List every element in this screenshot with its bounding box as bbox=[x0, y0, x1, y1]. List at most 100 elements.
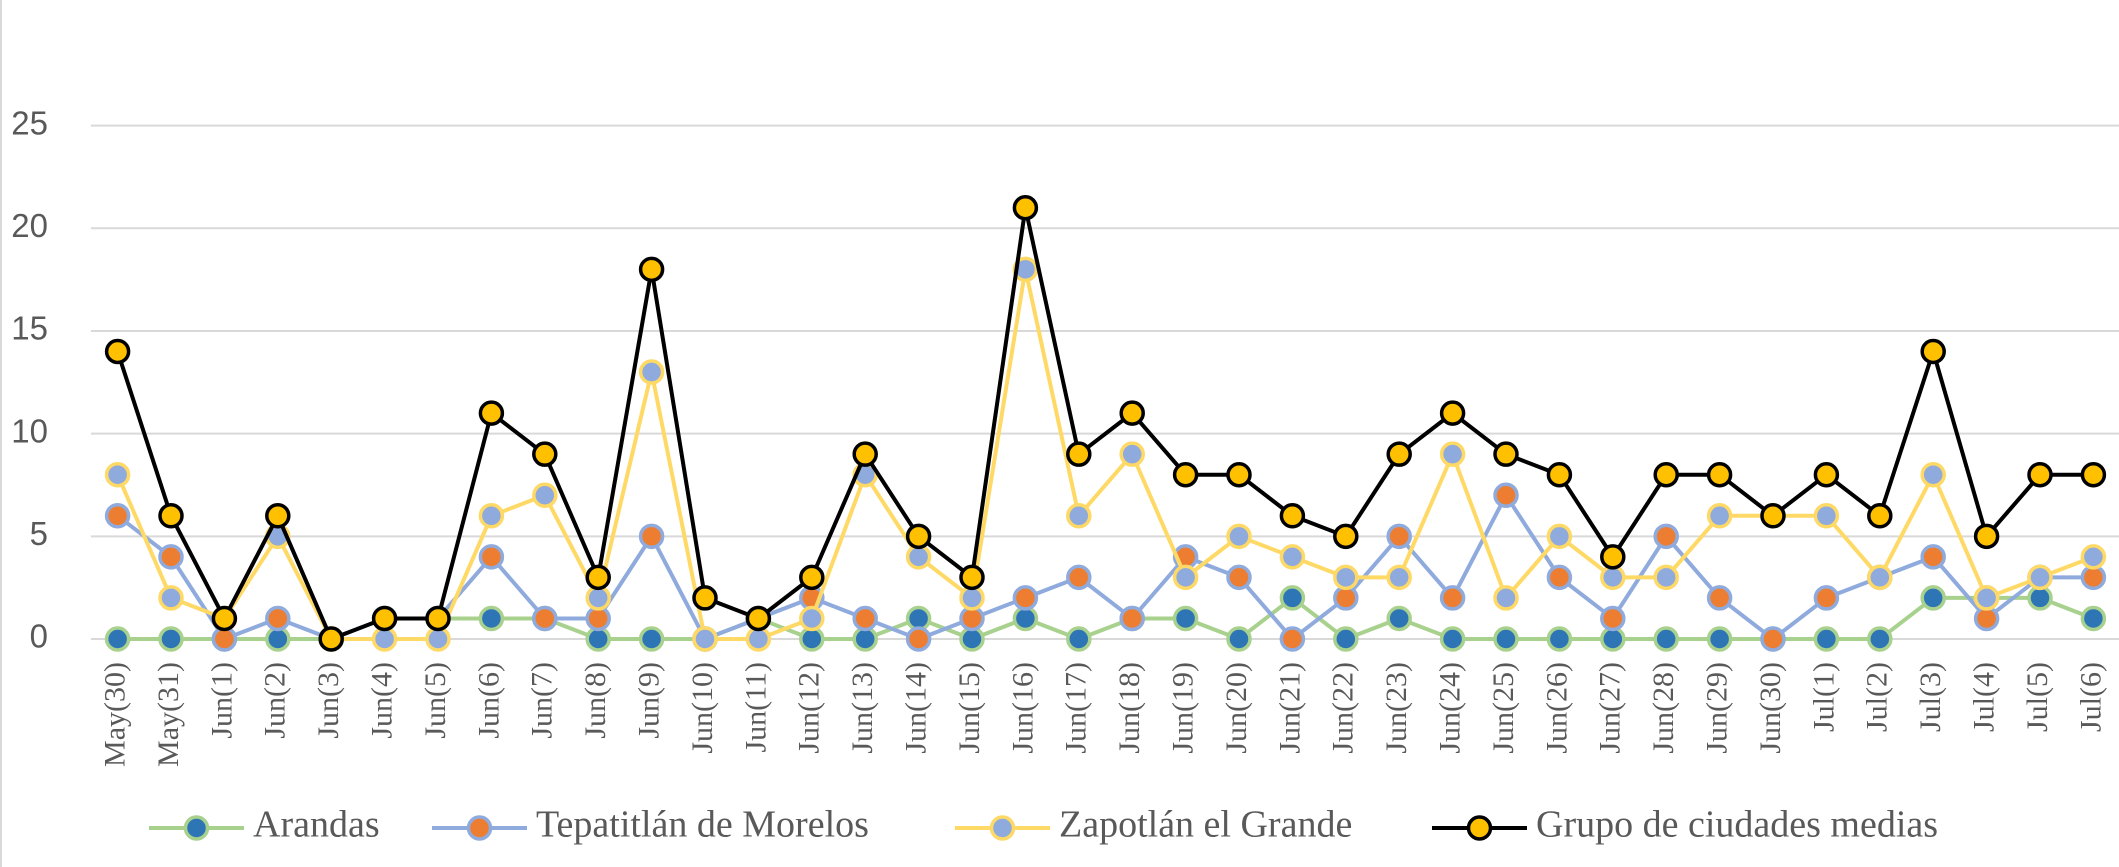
x-tick-label: Jul(4) bbox=[1967, 662, 2000, 732]
point bbox=[1066, 503, 1092, 529]
legend-marker bbox=[466, 815, 493, 841]
point bbox=[692, 626, 718, 652]
point bbox=[799, 564, 825, 591]
x-tick-label: Jun(6) bbox=[472, 662, 505, 739]
y-tick-label: 5 bbox=[30, 515, 48, 552]
point bbox=[371, 605, 398, 632]
x-tick-label: Jun(19) bbox=[1166, 662, 1199, 754]
point bbox=[905, 523, 932, 550]
point bbox=[1813, 503, 1840, 529]
x-tick-label: Jun(3) bbox=[312, 662, 345, 739]
x-tick-label: Jun(25) bbox=[1487, 662, 1520, 754]
legend-label: Arandas bbox=[253, 804, 380, 846]
point bbox=[799, 626, 825, 652]
x-tick-label: Jun(12) bbox=[793, 662, 826, 754]
point bbox=[104, 461, 131, 488]
point bbox=[532, 605, 558, 632]
point bbox=[1279, 626, 1306, 652]
point bbox=[1920, 544, 1946, 570]
point bbox=[2080, 461, 2107, 488]
x-tick-label: Jul(2) bbox=[1861, 662, 1894, 732]
x-tick-label: Jun(4) bbox=[365, 662, 398, 739]
x-tick-label: Jun(23) bbox=[1380, 662, 1413, 754]
y-tick-label: 0 bbox=[30, 618, 48, 655]
point bbox=[1226, 523, 1252, 550]
point bbox=[1760, 503, 1786, 529]
point bbox=[1493, 585, 1519, 611]
point bbox=[318, 626, 344, 652]
x-tick-label: Jun(2) bbox=[259, 662, 292, 739]
point bbox=[158, 626, 184, 652]
x-tick-label: Jun(26) bbox=[1540, 662, 1573, 754]
point bbox=[1706, 585, 1733, 611]
x-tick-label: Jun(21) bbox=[1273, 662, 1306, 754]
point bbox=[905, 544, 932, 570]
x-tick-label: Jun(8) bbox=[579, 662, 612, 739]
x-tick-label: Jun(10) bbox=[686, 662, 719, 754]
legend-marker bbox=[989, 815, 1016, 841]
legend-marker bbox=[183, 815, 210, 841]
x-tick-label: Jun(27) bbox=[1594, 662, 1627, 754]
point bbox=[1973, 523, 2000, 550]
point bbox=[2080, 605, 2107, 632]
point bbox=[1066, 626, 1092, 652]
point bbox=[478, 544, 505, 570]
point bbox=[1920, 461, 1946, 488]
point bbox=[1386, 441, 1412, 467]
x-tick-label: Jun(9) bbox=[632, 662, 665, 739]
point bbox=[1119, 400, 1145, 426]
x-tick-label: Jun(14) bbox=[899, 662, 932, 754]
point bbox=[585, 564, 611, 591]
point bbox=[265, 605, 291, 632]
point bbox=[1439, 400, 1466, 426]
point bbox=[1760, 626, 1786, 652]
point bbox=[799, 605, 825, 632]
point bbox=[638, 523, 665, 550]
point bbox=[959, 564, 985, 591]
point bbox=[1706, 503, 1733, 529]
point bbox=[1973, 585, 2000, 611]
point bbox=[1012, 256, 1039, 283]
point bbox=[1493, 441, 1519, 467]
series-line bbox=[115, 205, 2094, 641]
x-tick-label: Jun(24) bbox=[1433, 662, 1466, 754]
point bbox=[1386, 523, 1412, 550]
point bbox=[852, 441, 878, 467]
point bbox=[1600, 626, 1626, 652]
point bbox=[1867, 503, 1893, 529]
point bbox=[1333, 585, 1359, 611]
point bbox=[745, 626, 772, 652]
point bbox=[1172, 605, 1199, 632]
point bbox=[425, 605, 451, 632]
point bbox=[1546, 523, 1573, 550]
point bbox=[1333, 564, 1359, 591]
point bbox=[959, 626, 985, 652]
point bbox=[852, 626, 878, 652]
point bbox=[638, 256, 665, 283]
point bbox=[1386, 564, 1412, 591]
point bbox=[265, 626, 291, 652]
x-tick-label: Jun(22) bbox=[1327, 662, 1360, 754]
point bbox=[905, 605, 932, 632]
point bbox=[532, 482, 558, 508]
point bbox=[2027, 461, 2053, 488]
x-tick-label: Jun(13) bbox=[846, 662, 879, 754]
point bbox=[1653, 523, 1679, 550]
x-tick-label: May(30) bbox=[98, 662, 131, 767]
point bbox=[425, 626, 451, 652]
point bbox=[905, 626, 932, 652]
x-tick-label: Jun(17) bbox=[1060, 662, 1093, 754]
point bbox=[265, 503, 291, 529]
x-tick-label: Jun(11) bbox=[739, 662, 772, 753]
point bbox=[211, 626, 238, 652]
series-line bbox=[115, 267, 2095, 641]
point bbox=[1172, 564, 1199, 591]
x-tick-label: Jul(5) bbox=[2021, 662, 2054, 732]
point bbox=[1706, 461, 1733, 488]
point bbox=[371, 626, 398, 652]
point bbox=[1920, 338, 1946, 365]
y-tick-label: 20 bbox=[11, 207, 48, 244]
point bbox=[2080, 544, 2107, 570]
point bbox=[2080, 564, 2107, 591]
